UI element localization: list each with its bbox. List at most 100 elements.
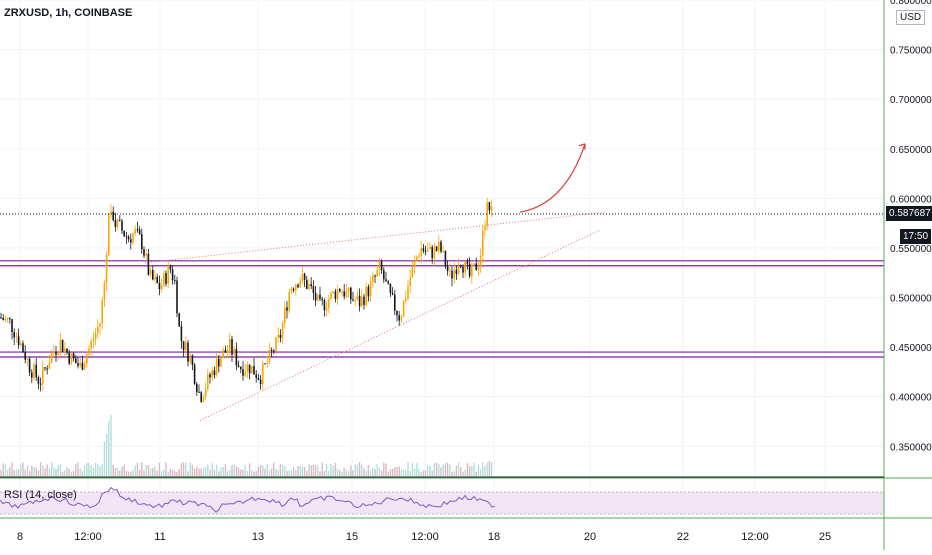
volume-bar — [200, 468, 202, 476]
candle-body — [33, 364, 35, 378]
candle-body — [242, 369, 244, 376]
candle-body — [127, 236, 130, 240]
volume-bar — [11, 462, 13, 476]
candle-body — [163, 273, 165, 286]
volume-bar — [141, 462, 143, 476]
candle-body — [446, 266, 449, 271]
candle-body — [114, 219, 117, 227]
candle-body — [130, 239, 132, 243]
volume-bar — [86, 462, 88, 476]
volume-bar — [420, 471, 422, 476]
volume-bar — [374, 469, 376, 476]
candle-body — [158, 282, 161, 290]
volume-bar — [112, 464, 114, 476]
candle-body — [4, 318, 7, 320]
chart-title: ZRXUSD, 1h, COINBASE — [4, 7, 133, 19]
candle-body — [471, 265, 473, 277]
candle-body — [193, 364, 196, 384]
candle-body — [88, 348, 90, 355]
candle-body — [20, 343, 22, 346]
x-tick-label: 11 — [154, 531, 165, 543]
volume-bars — [0, 414, 493, 476]
volume-bar — [42, 465, 44, 476]
volume-bar — [152, 468, 154, 476]
candle-body — [468, 263, 471, 277]
candle-body — [143, 249, 145, 256]
currency-badge[interactable]: USD — [896, 10, 926, 25]
volume-bar — [28, 471, 31, 476]
volume-bar — [279, 463, 282, 476]
volume-bar — [207, 464, 209, 476]
volume-bar — [464, 469, 466, 476]
candle-body — [160, 285, 163, 290]
volume-bar — [314, 464, 317, 476]
candle-body — [429, 246, 431, 250]
volume-bar — [317, 465, 319, 476]
candle-body — [464, 261, 466, 273]
candle-body — [44, 367, 46, 369]
candle-body — [444, 250, 447, 267]
volume-bar — [209, 469, 211, 476]
x-tick-label: 12:00 — [411, 531, 439, 543]
vertical-grid — [19, 0, 826, 518]
candle-body — [207, 374, 209, 389]
candle-body — [189, 355, 191, 362]
volume-bar — [81, 471, 84, 476]
volume-bar — [253, 471, 255, 476]
volume-bar — [2, 463, 4, 476]
volume-bar — [477, 465, 480, 476]
candle-body — [457, 266, 460, 274]
candle-body — [83, 363, 86, 370]
volume-bar — [204, 466, 207, 476]
candle-body — [31, 372, 33, 378]
volume-bar — [132, 469, 134, 476]
volume-bar — [385, 463, 387, 476]
volume-bar — [468, 466, 471, 476]
volume-bar — [400, 469, 403, 476]
candle-body — [57, 353, 59, 355]
candle-body — [237, 365, 240, 367]
candle-body — [121, 220, 123, 231]
candle-body — [55, 352, 57, 355]
volume-bar — [345, 470, 348, 476]
volume-bar — [24, 469, 26, 476]
volume-bar — [387, 471, 389, 476]
countdown-tag: 17:50 — [900, 229, 932, 244]
candle-body — [299, 280, 301, 288]
volume-bar — [429, 465, 431, 476]
candle-body — [64, 348, 66, 352]
candle-body — [402, 300, 405, 317]
volume-bar — [325, 463, 328, 476]
candle-body — [53, 352, 55, 354]
volume-bar — [466, 462, 469, 476]
candle-body — [343, 291, 345, 297]
candle-body — [42, 367, 44, 385]
volume-bar — [176, 471, 178, 476]
candle-body — [196, 383, 198, 392]
candle-body — [213, 370, 216, 376]
volume-bar — [20, 464, 22, 476]
volume-bar — [422, 470, 425, 476]
candle-body — [345, 291, 348, 297]
candle-body — [147, 253, 150, 275]
candle-body — [248, 364, 251, 374]
candle-body — [90, 341, 92, 349]
candle-body — [411, 266, 414, 278]
volume-bar — [295, 470, 297, 476]
volume-bar — [372, 467, 374, 476]
x-tick-label: 22 — [677, 531, 689, 543]
volume-bar — [380, 470, 383, 476]
volume-bar — [482, 462, 484, 476]
volume-bar — [488, 461, 491, 476]
candle-body — [165, 273, 167, 284]
volume-bar — [180, 463, 183, 476]
x-tick-label: 12:00 — [74, 531, 102, 543]
volume-bar — [277, 469, 279, 476]
volume-bar — [165, 462, 167, 476]
candle-body — [297, 284, 299, 288]
x-axis-ticks: 8 12:00 11 13 15 12:00 18 20 22 12:00 25 — [17, 531, 831, 543]
volume-bar — [438, 464, 440, 476]
volume-bar — [284, 466, 286, 476]
rsi-label: RSI (14, close) — [4, 489, 77, 501]
